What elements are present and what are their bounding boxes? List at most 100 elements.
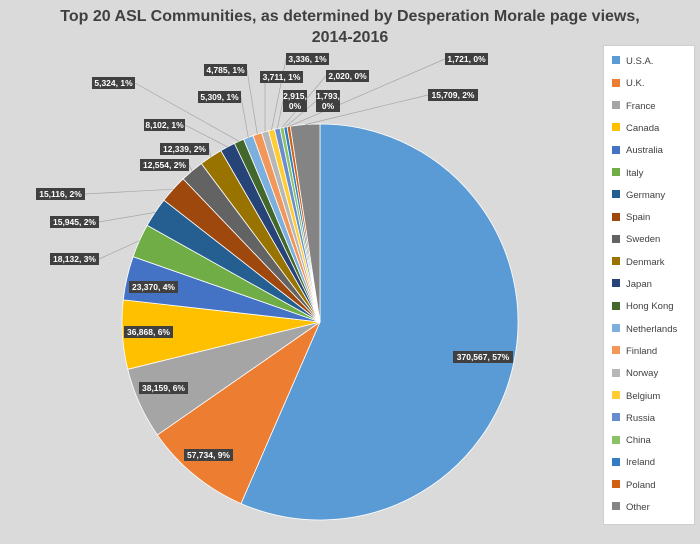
- data-label: 38,159, 6%: [139, 382, 188, 394]
- data-label-box: [286, 53, 329, 65]
- data-label-text: 1,721, 0%: [447, 54, 486, 64]
- data-label: 12,339, 2%: [160, 143, 209, 155]
- legend-item: China: [612, 435, 651, 451]
- legend-item: U.S.A.: [612, 56, 653, 72]
- data-label: 2,020, 0%: [326, 70, 369, 82]
- data-label: 57,734, 9%: [184, 449, 233, 461]
- data-label: 36,868, 6%: [124, 326, 173, 338]
- leader-line: [188, 164, 193, 172]
- legend-label: U.S.A.: [626, 56, 654, 67]
- pie-slice-u-s-a-: [240, 123, 519, 521]
- leader-line: [246, 69, 258, 135]
- legend-swatch: [612, 480, 620, 489]
- data-label: 4,785, 1%: [204, 64, 247, 76]
- data-label: 3,711, 1%: [260, 71, 303, 83]
- legend-swatch: [612, 123, 620, 132]
- legend-swatch: [612, 324, 620, 333]
- data-label-box: [160, 143, 209, 155]
- data-label-text: 15,116, 2%: [39, 189, 82, 199]
- legend-item: Other: [612, 502, 650, 518]
- legend-swatch: [612, 368, 620, 377]
- leader-line: [84, 188, 174, 195]
- data-label: 15,116, 2%: [36, 188, 85, 200]
- legend-label: Germany: [626, 189, 666, 201]
- legend-label: Finland: [626, 345, 658, 357]
- legend-swatch: [612, 234, 620, 243]
- data-label: 5,324, 1%: [92, 77, 135, 89]
- leader-line: [285, 100, 317, 128]
- data-label-box: [453, 351, 513, 363]
- data-label-box: [129, 281, 178, 293]
- legend-label: Denmark: [626, 256, 665, 268]
- legend-swatch: [612, 78, 620, 87]
- data-label-text: 15,709, 2%: [431, 90, 474, 100]
- legend-swatch: [612, 457, 620, 466]
- data-label-box: [204, 64, 247, 76]
- data-label-box: [144, 119, 185, 131]
- legend-swatch: [612, 413, 620, 422]
- data-label-box: [140, 159, 189, 171]
- data-label-text: 2,020, 0%: [328, 71, 367, 81]
- data-label-box: [283, 90, 307, 112]
- legend-swatch: [612, 346, 620, 355]
- legend-label: Belgium: [626, 390, 661, 402]
- legend-item: U.K.: [612, 78, 644, 94]
- legend-item: Denmark: [612, 257, 665, 273]
- data-label-text: 1,793,: [316, 91, 340, 101]
- leader-line: [288, 58, 446, 127]
- data-label-text: 38,159, 6%: [142, 383, 185, 393]
- data-label-box: [428, 89, 478, 101]
- legend-item: Norway: [612, 368, 658, 384]
- legend-item: Belgium: [612, 391, 660, 407]
- legend-swatch: [612, 502, 620, 511]
- leader-line: [98, 240, 140, 260]
- legend-label: Netherlands: [626, 323, 678, 335]
- legend-label: Other: [626, 502, 650, 513]
- data-label-text: 0%: [322, 101, 335, 111]
- legend-item: Poland: [612, 480, 656, 496]
- legend-item: Germany: [612, 190, 665, 206]
- legend-label: U.K.: [626, 78, 645, 90]
- data-label: 370,567, 57%: [453, 351, 513, 363]
- data-label: 8,102, 1%: [144, 119, 185, 131]
- data-label-text: 2,915,: [283, 91, 307, 101]
- data-label-box: [260, 71, 303, 83]
- legend-swatch: [612, 101, 620, 110]
- data-label-text: 0%: [289, 101, 302, 111]
- data-label: 3,336, 1%: [286, 53, 329, 65]
- data-label-text: 4,785, 1%: [206, 65, 245, 75]
- legend-label: Hong Kong: [626, 301, 674, 313]
- data-label-text: 5,324, 1%: [94, 78, 133, 88]
- legend-label: Ireland: [626, 457, 656, 469]
- data-label-text: 18,132, 3%: [53, 254, 96, 264]
- data-label-box: [36, 188, 85, 200]
- leader-line: [305, 94, 429, 125]
- legend-item: Finland: [612, 346, 657, 362]
- data-label-text: 57,734, 9%: [187, 450, 230, 460]
- legend-item: Russia: [612, 413, 655, 429]
- legend-item: Japan: [612, 279, 652, 295]
- legend-swatch: [612, 435, 620, 444]
- legend-label: Norway: [626, 368, 659, 380]
- data-label: 2,915,0%: [283, 90, 307, 112]
- legend-item: Australia: [612, 145, 663, 161]
- data-label-text: 15,945, 2%: [53, 217, 96, 227]
- legend: U.S.A. U.K. France Canada Australia Italy Germ…: [603, 45, 695, 525]
- data-label-text: 3,336, 1%: [288, 54, 327, 64]
- legend-item: Sweden: [612, 234, 660, 250]
- legend-item: France: [612, 101, 656, 117]
- legend-item: Hong Kong: [612, 301, 674, 317]
- data-label-box: [326, 70, 369, 82]
- legend-label: Australia: [626, 145, 663, 157]
- leader-line: [271, 58, 287, 131]
- legend-label: China: [626, 435, 651, 447]
- leader-line: [134, 82, 240, 142]
- data-label-text: 12,339, 2%: [163, 144, 206, 154]
- data-label-box: [50, 253, 99, 265]
- legend-swatch: [612, 301, 620, 310]
- data-label-text: 12,554, 2%: [143, 160, 186, 170]
- legend-label: Poland: [626, 479, 656, 491]
- data-label-box: [198, 91, 241, 103]
- data-label: 18,132, 3%: [50, 253, 99, 265]
